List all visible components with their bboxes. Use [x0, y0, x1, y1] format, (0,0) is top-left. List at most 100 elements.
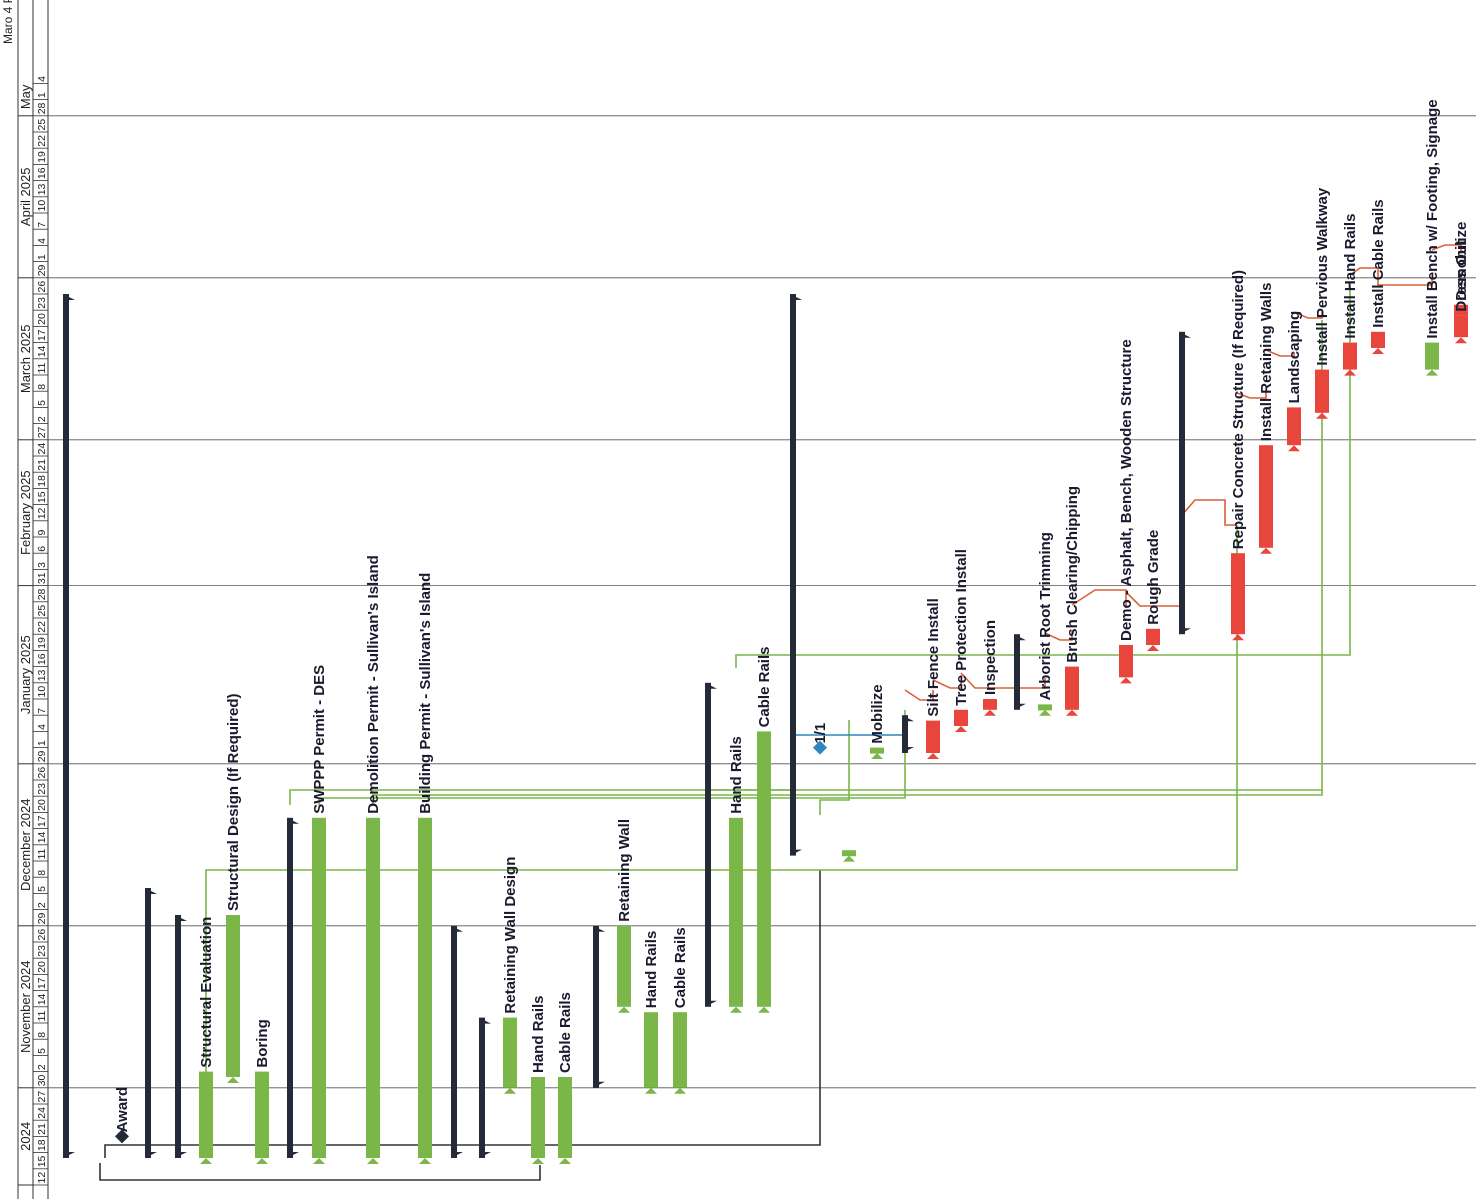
link-design-to-walls [205, 525, 1238, 1080]
day-tick-label: 31 [36, 572, 48, 584]
day-tick-label: 5 [36, 1048, 48, 1054]
summary-end-cap [451, 1152, 463, 1158]
install-bench-w-footing-signage-task-bar [1425, 342, 1439, 370]
landscaping-critical-bar [1287, 407, 1301, 446]
day-tick-label: 5 [36, 886, 48, 892]
arborist-root-trimming-task-bar [1038, 704, 1052, 711]
day-tick-label: 29 [36, 912, 48, 924]
summary-end-cap [479, 1017, 491, 1024]
day-tick-label: 11 [36, 1010, 48, 1021]
structural-design-if-required-task-bar [226, 915, 240, 1077]
start-marker-triangle [1260, 547, 1272, 554]
cable-rails-task-label: Cable Rails [756, 647, 773, 728]
start-marker-triangle [1066, 709, 1078, 716]
day-tick-label: 16 [36, 653, 48, 665]
summary-end-cap [287, 1152, 299, 1158]
retaining-wall-design-task-bar [503, 1017, 517, 1088]
retaining-wall-design-task-label: Retaining Wall Design [502, 857, 519, 1014]
demo-asphalt-bench-wooden-structure-critical-label: Demo - Asphalt, Bench, Wooden Structure [1118, 339, 1135, 641]
start-marker-triangle [367, 1158, 379, 1164]
award-milestone-diamond [115, 1129, 129, 1144]
day-tick-label: 5 [36, 400, 48, 406]
month-label: February 2025 [18, 470, 33, 555]
day-tick-label: 28 [36, 588, 48, 600]
day-tick-label: 2 [36, 416, 48, 422]
demobilize-critical-label: Demobilize [1453, 222, 1470, 301]
month-label: November 2024 [18, 961, 33, 1054]
link-bench-to-dress [1378, 275, 1433, 286]
brush-clearing-chipping-critical-bar [1065, 666, 1079, 710]
summary-end-cap [175, 1152, 187, 1158]
link-silt-to-tree [904, 689, 934, 701]
day-tick-label: 14 [36, 831, 48, 843]
day-tick-label: 27 [36, 426, 48, 438]
unnamed-summary-bar [902, 715, 908, 753]
mobilize-task-label: Mobilize [869, 684, 886, 743]
link-award-to-site [104, 870, 821, 1158]
day-tick-label: 4 [36, 76, 48, 82]
start-marker-triangle [532, 1158, 544, 1164]
day-tick-label: 23 [36, 783, 48, 795]
day-tick-label: 23 [36, 297, 48, 309]
start-marker-triangle [313, 1158, 325, 1164]
link-inspection-to-brush [960, 672, 1046, 689]
day-tick-label: 10 [36, 686, 48, 698]
day-tick-label: 26 [36, 767, 48, 779]
day-tick-label: 18 [36, 1139, 48, 1151]
day-tick-label: 13 [36, 669, 48, 681]
day-tick-label: 21 [36, 459, 48, 471]
day-tick-label: 8 [36, 870, 48, 876]
day-tick-label: 10 [36, 200, 48, 212]
month-label: December 2024 [18, 799, 33, 892]
cable-rails-task-label: Cable Rails [672, 927, 689, 1008]
day-tick-label: 14 [36, 993, 48, 1005]
start-marker-triangle [674, 1087, 686, 1094]
unnamed-summary-bar [287, 817, 293, 1158]
summary-end-cap [1179, 628, 1191, 635]
day-tick-label: 25 [36, 119, 48, 131]
day-tick-label: 1 [36, 92, 48, 98]
unnamed-summary-bar [593, 925, 599, 1088]
unnamed-summary-bar [63, 294, 69, 1158]
structural-evaluation-task-bar [199, 1071, 213, 1158]
day-tick-label: 26 [36, 281, 48, 293]
install-pervious-walkway-critical-bar [1315, 369, 1329, 413]
start-marker-triangle [1344, 369, 1356, 376]
day-tick-label: 6 [36, 546, 48, 552]
demolition-permit-sullivan-s-island-task-bar [366, 817, 380, 1158]
hand-rails-task-label: Hand Rails [643, 931, 660, 1009]
start-marker-triangle [1455, 337, 1467, 344]
link-walls-to-landscaping [1236, 392, 1267, 399]
start-marker-triangle [1288, 445, 1300, 452]
hand-rails-task-bar [729, 817, 743, 1007]
month-label: 2024 [18, 1122, 33, 1151]
summary-end-cap [902, 747, 914, 753]
day-tick-label: 28 [36, 102, 48, 114]
link-award-to-rails [99, 1163, 541, 1181]
summary-end-cap [479, 1152, 491, 1158]
day-tick-label: 20 [36, 961, 48, 973]
install-pervious-walkway-critical-label: Install Pervious Walkway [1314, 187, 1331, 366]
start-marker-triangle [1426, 369, 1438, 376]
summary-end-cap [1179, 331, 1191, 338]
day-tick-label: 21 [36, 1123, 48, 1135]
building-permit-sullivan-s-island-task-label: Building Permit - Sullivan's Island [417, 573, 434, 814]
day-tick-label: 24 [36, 443, 48, 455]
day-tick-label: 12 [36, 1172, 48, 1184]
hand-rails-task-bar [531, 1077, 545, 1158]
swppp-permit-des-task-bar [312, 817, 326, 1158]
start-marker-triangle [504, 1087, 516, 1094]
hand-rails-task-bar [644, 1012, 658, 1088]
month-label: January 2025 [18, 635, 33, 714]
day-tick-label: 27 [36, 1091, 48, 1103]
start-marker-triangle [984, 709, 996, 716]
inspection-critical-bar [983, 699, 997, 710]
hand-rails-task-label: Hand Rails [530, 995, 547, 1073]
start-marker-triangle [200, 1158, 212, 1164]
install-hand-rails-critical-label: Install Hand Rails [1342, 214, 1359, 339]
summary-end-cap [145, 1152, 157, 1158]
unnamed-summary-bar [705, 682, 711, 1007]
day-tick-label: 8 [36, 1032, 48, 1038]
